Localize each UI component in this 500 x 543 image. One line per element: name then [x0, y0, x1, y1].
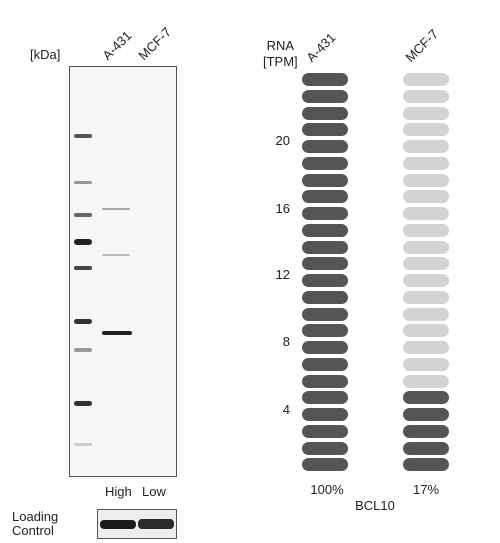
rna-percent-a431: 100%: [310, 482, 344, 497]
rna-segment: [403, 341, 449, 354]
rna-segment: [403, 324, 449, 338]
loading-band-a431: [100, 520, 136, 529]
ladder-band-130: [74, 181, 92, 184]
rna-label-mcf7: MCF-7: [402, 26, 442, 66]
rna-segment: [302, 240, 348, 254]
loading-control-line1: Loading: [12, 509, 59, 524]
ladder-band-250: [74, 134, 92, 138]
rna-segment: [302, 123, 348, 137]
sample-band-a431-100: [102, 208, 130, 210]
rna-segment: [302, 307, 348, 321]
rna-segment: [403, 106, 449, 120]
rna-tick-12: 12: [275, 267, 290, 282]
rna-segment: [302, 290, 348, 304]
rna-segment: [403, 391, 449, 405]
rna-segment: [302, 223, 348, 237]
rna-segment: [302, 89, 348, 103]
loading-control-line2: Control: [12, 523, 54, 538]
rna-axis-title-line1: RNA: [266, 38, 295, 53]
rna-segment: [302, 341, 348, 354]
sample-band-a431-60: [102, 254, 130, 256]
rna-segment: [403, 73, 449, 86]
sample-band-a431-30: [102, 331, 132, 335]
rna-tick-20: 20: [275, 133, 290, 148]
rna-segment: [403, 357, 449, 371]
rna-segment: [302, 207, 348, 220]
lane-label-a431: A-431: [99, 27, 135, 63]
lane-label-mcf7: MCF-7: [135, 24, 175, 64]
ladder-band-55: [74, 266, 92, 270]
loading-control-bands: [100, 519, 174, 529]
ladder-band-10: [74, 443, 92, 446]
rna-segment: [302, 257, 348, 271]
ladder-band-35: [74, 319, 92, 324]
rna-segment: [302, 408, 348, 421]
rna-segment: [403, 257, 449, 271]
rna-segment: [403, 408, 449, 421]
rna-segment: [302, 140, 348, 153]
rna-segment: [403, 374, 449, 388]
rna-segment: [302, 173, 348, 187]
rna-tick-8: 8: [282, 334, 290, 349]
rna-segment: [302, 156, 348, 170]
rna-segment: [403, 290, 449, 304]
rna-segment: [302, 274, 348, 287]
rna-segment: [403, 89, 449, 103]
rna-segment: [302, 357, 348, 371]
rna-segment: [302, 73, 348, 86]
ladder-band-70: [74, 239, 92, 245]
expression-low: Low: [142, 484, 166, 499]
rna-percent-mcf7: 17%: [412, 482, 440, 497]
rna-segment: [403, 441, 449, 455]
rna-axis-title: RNA [TPM]: [263, 38, 298, 70]
rna-segment: [302, 441, 348, 455]
rna-segment: [403, 140, 449, 153]
loading-band-mcf7: [138, 519, 174, 529]
rna-segment: [403, 223, 449, 237]
rna-axis-title-line2: [TPM]: [263, 54, 298, 69]
rna-segment: [302, 106, 348, 120]
ladder-band-100: [74, 213, 92, 217]
rna-segment: [403, 458, 449, 472]
loading-control-blot: [97, 509, 177, 539]
rna-segment: [302, 374, 348, 388]
blot-bands: [74, 134, 132, 446]
rna-segment: [403, 240, 449, 254]
expression-high: High: [105, 484, 132, 499]
rna-tick-16: 16: [275, 201, 290, 216]
rna-segment: [302, 391, 348, 405]
loading-control-label: Loading Control: [12, 510, 58, 538]
rna-segment: [403, 173, 449, 187]
rna-segment: [403, 274, 449, 287]
rna-segment: [302, 324, 348, 338]
rna-label-a431: A-431: [303, 29, 339, 65]
rna-tick-4: 4: [282, 402, 290, 417]
rna-segment: [403, 207, 449, 220]
rna-segment: [302, 190, 348, 204]
western-blot-image: [69, 66, 177, 477]
kda-label: [kDa]: [30, 47, 61, 62]
ladder-band-25: [74, 348, 92, 352]
gene-name: BCL10: [355, 498, 395, 513]
ladder-band-15: [74, 401, 92, 406]
rna-segment: [403, 190, 449, 204]
rna-segment: [403, 123, 449, 137]
rna-segment: [403, 156, 449, 170]
rna-segment: [302, 424, 348, 438]
rna-segment: [403, 307, 449, 321]
rna-segment: [302, 458, 348, 472]
rna-segment: [403, 424, 449, 438]
